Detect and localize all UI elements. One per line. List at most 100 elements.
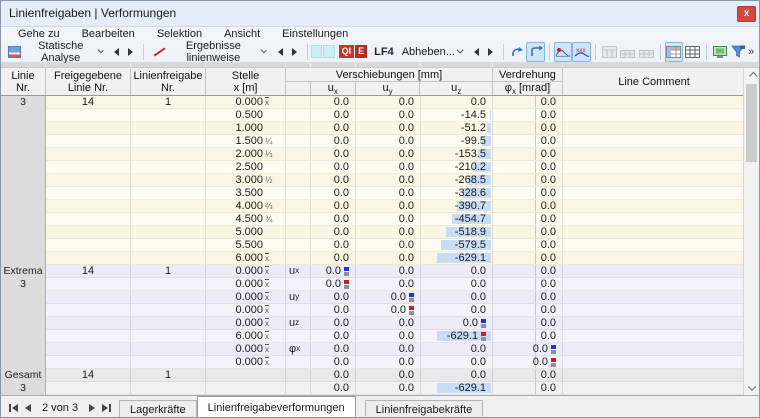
cell-phix: 0.0 [493,174,563,186]
table-row[interactable]: 0.000 x u y 0.0 0.0 0.0 0.0 [46,291,745,304]
result-diagram-button[interactable] [553,41,573,62]
table-row[interactable]: 5.500 0.0 0.0 -579.5 0.0 [46,239,745,252]
table-row[interactable]: 3.500 0.0 0.0 -328.6 0.0 [46,187,745,200]
new-table-button[interactable] [600,42,619,62]
table-row[interactable]: 14 1 0.0 0.0 0.0 0.0 [46,369,745,382]
results-next-button[interactable] [288,44,301,60]
filter-button[interactable] [729,42,748,62]
results-mode-selector[interactable]: Ergebnisse linienweise [148,38,271,66]
table-row[interactable]: 1.500 ¼ 0.0 0.0 -99.5 0.0 [46,135,745,148]
close-button[interactable]: x [737,6,756,22]
section-row-header[interactable]: Extrema 3 [1,265,46,369]
menu-gehe-zu[interactable]: Gehe zu [18,28,60,40]
table-row[interactable]: 2.500 0.0 0.0 -210.2 0.0 [46,161,745,174]
zero-axis-line [535,330,536,342]
cell-released-line: 14 [46,265,131,277]
last-table-button[interactable] [100,402,113,414]
table-row[interactable]: 0.000 x φ x 0.0 0.0 0.0 0.0 [46,343,745,356]
subtable-button[interactable] [619,42,638,62]
lift-off-next-button[interactable] [484,44,497,60]
table-row[interactable]: 0.000 x u z 0.0 0.0 0.0 0.0 [46,317,745,330]
header-uz[interactable]: uz [451,82,462,97]
table-row[interactable]: 4.000 ⅔ 0.0 0.0 -390.7 0.0 [46,200,745,213]
table-row[interactable]: 1.000 0.0 0.0 -51.2 0.0 [46,122,745,135]
title-bar: Linienfreigaben | Verformungen x [1,1,759,27]
header-displacements-group[interactable]: Verschiebungen [mm] ux uy uz [286,68,493,97]
colored-relations-button[interactable] [664,41,684,62]
vertical-scrollbar[interactable] [743,68,759,395]
color-swatch-2[interactable] [323,45,335,58]
table-row[interactable]: 6.000 x 0.0 0.0 -629.1 0.0 [46,330,745,343]
header-uy[interactable]: uy [356,82,421,96]
table-row[interactable]: 14 1 0.000 x u x 0.0 0.0 0.0 0.0 [46,265,745,278]
results-prev-button[interactable] [274,44,287,60]
color-swatch-1[interactable] [311,45,323,58]
subtable2-button[interactable] [637,42,656,62]
header-phix[interactable]: φx [mrad] [504,82,551,97]
scrollbar-thumb[interactable] [746,84,757,162]
next-table-button[interactable] [87,402,97,414]
table-row[interactable]: 4.500 ¾ 0.0 0.0 -454.7 0.0 [46,213,745,226]
menu-einstellungen[interactable]: Einstellungen [282,28,349,40]
prev-table-button[interactable] [23,402,33,414]
x-end-symbol: x [265,279,269,289]
cell-ux: 0.0 [311,382,356,394]
table-row[interactable]: 2.000 ⅓ 0.0 0.0 -153.5 0.0 [46,148,745,161]
cell-line-comment [563,291,745,303]
table-row[interactable]: 0.0 0.0 -629.1 0.0 [46,382,745,395]
header-line-nr[interactable]: Linie Nr. [1,68,46,95]
header-location[interactable]: Stelle x [m] [206,68,286,95]
cell-released-line [46,187,131,199]
section-row-header[interactable]: Gesamt 3 [1,369,46,395]
zero-axis-line [535,135,536,147]
tab-linienfreigabeverformungen[interactable]: Linienfreigabeverformungen [196,396,356,417]
column-grip-strip [1,63,759,68]
zero-axis-line [535,200,536,212]
menu-ansicht[interactable]: Ansicht [224,28,261,40]
value-bar [463,188,491,198]
analysis-selector[interactable]: Statische Analyse [4,38,108,66]
cell-released-line [46,226,131,238]
menu-selektion[interactable]: Selektion [156,28,203,40]
menu-bearbeiten[interactable]: Bearbeiten [81,28,135,40]
toolbar-overflow-chevron[interactable]: » [747,45,755,58]
header-released-line-nr[interactable]: Freigegebene Linie Nr. [46,68,131,95]
scroll-up-button[interactable] [744,68,759,83]
first-table-button[interactable] [7,402,20,414]
filter-icon [731,45,746,58]
jump-to-graphic-button[interactable] [508,42,527,62]
result-values-button[interactable]: xxx [572,41,592,62]
table-row[interactable]: 14 1 0.000 x 0.0 0.0 0.0 0.0 [46,96,745,109]
cell-ux: 0.0 [311,122,356,134]
cell-uy: 0.0 [356,213,421,225]
section-row-header[interactable]: 3 [1,96,46,265]
header-line-comment[interactable]: Line Comment [618,75,690,88]
header-line-release-nr[interactable]: Linienfreigabe Nr. [131,68,206,95]
lift-off-prev-button[interactable] [470,44,483,60]
tab-linienfreigabekraefte[interactable]: Linienfreigabekräfte [364,400,484,417]
cell-location-x: 3.000 ½ [206,174,286,186]
analysis-next-button[interactable] [124,44,137,60]
cell-extreme-label [286,330,311,342]
table-grid-button[interactable] [683,42,702,62]
header-ux[interactable]: ux [311,82,356,96]
analysis-prev-button[interactable] [110,44,123,60]
min-marker-icon [481,331,486,341]
header-rotation-group[interactable]: Verdrehung φx [mrad] [493,68,563,97]
cell-uz: -629.1 [421,330,493,342]
lift-off-selector[interactable]: Abheben... [398,44,468,60]
table-row[interactable]: 6.000 x 0.0 0.0 -629.1 0.0 [46,252,745,265]
table-row[interactable]: 0.500 0.0 0.0 -14.5 0.0 [46,109,745,122]
tab-lagerkraefte[interactable]: Lagerkräfte [119,400,197,417]
table-row[interactable]: 0.000 x 0.0 0.0 0.0 0.0 [46,356,745,369]
table-row[interactable]: 0.000 x 0.0 0.0 0.0 0.0 [46,304,745,317]
cell-ux: 0.0 [311,369,356,381]
table-row[interactable]: 3.000 ½ 0.0 0.0 -268.5 0.0 [46,174,745,187]
sync-selection-button[interactable] [526,41,545,62]
table-row[interactable]: 5.000 0.0 0.0 -518.9 0.0 [46,226,745,239]
print-preview-button[interactable] [711,42,730,62]
scroll-down-button[interactable] [744,380,759,395]
cell-released-line [46,200,131,212]
table-row[interactable]: 0.000 x 0.0 0.0 0.0 0.0 [46,278,745,291]
